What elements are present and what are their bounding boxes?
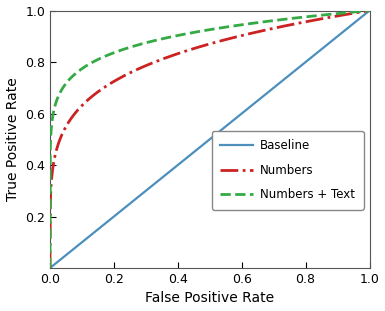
Numbers + Text xyxy=(267,19,272,23)
Numbers xyxy=(177,51,181,55)
Numbers xyxy=(80,103,85,107)
Numbers + Text xyxy=(297,16,301,20)
Line: Numbers: Numbers xyxy=(50,11,370,268)
Numbers + Text xyxy=(177,33,181,37)
Numbers xyxy=(188,48,193,51)
Numbers xyxy=(297,21,301,25)
Numbers + Text xyxy=(48,266,52,270)
Numbers + Text xyxy=(303,15,307,19)
Numbers xyxy=(303,20,307,24)
Y-axis label: True Positive Rate: True Positive Rate xyxy=(5,77,20,201)
Numbers + Text xyxy=(188,31,193,35)
Numbers xyxy=(48,266,52,270)
Numbers xyxy=(367,9,372,12)
Line: Numbers + Text: Numbers + Text xyxy=(50,11,370,268)
Numbers + Text xyxy=(367,9,372,12)
Numbers + Text xyxy=(80,66,85,70)
X-axis label: False Positive Rate: False Positive Rate xyxy=(145,291,274,305)
Legend: Baseline, Numbers, Numbers + Text: Baseline, Numbers, Numbers + Text xyxy=(212,131,363,210)
Numbers xyxy=(267,27,272,31)
